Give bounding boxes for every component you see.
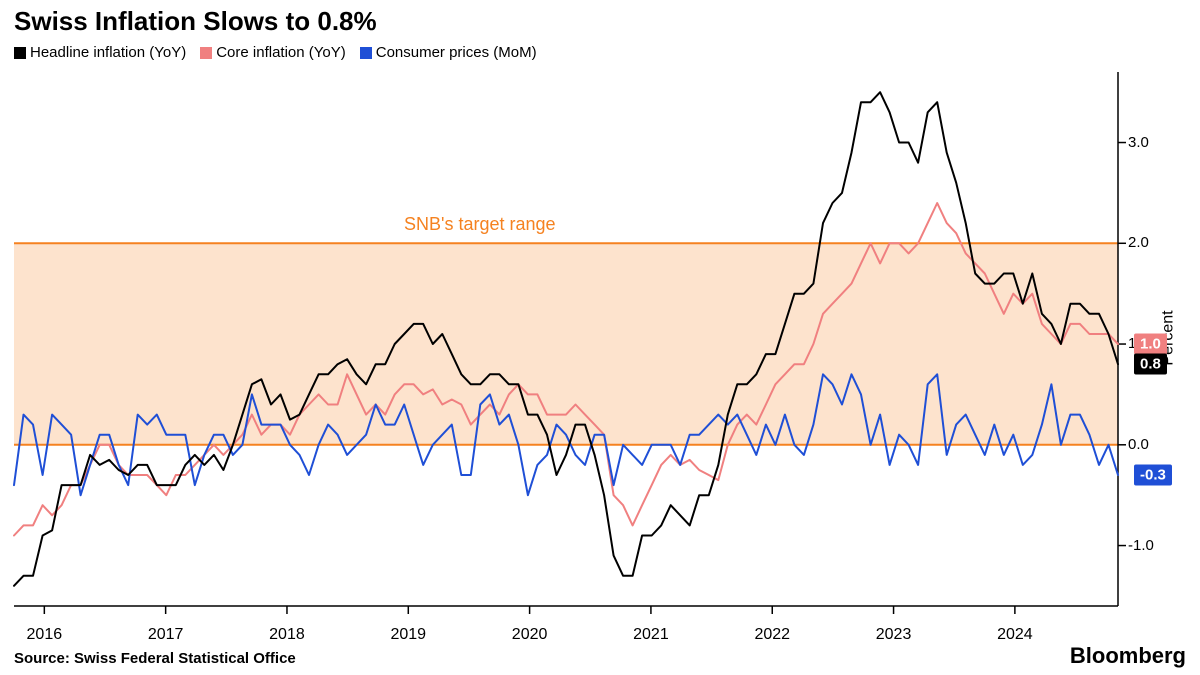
- source-line: Source: Swiss Federal Statistical Office: [14, 650, 296, 667]
- end-label-headline: 0.8: [1134, 354, 1167, 375]
- x-tick-label: 2018: [269, 626, 305, 644]
- x-tick-label: 2017: [148, 626, 184, 644]
- x-tick-label: 2022: [754, 626, 790, 644]
- x-tick-label: 2024: [997, 626, 1033, 644]
- y-tick-label: -1.0: [1128, 537, 1154, 554]
- brand-logo: Bloomberg: [1070, 643, 1186, 669]
- chart-container: { "title": "Swiss Inflation Slows to 0.8…: [0, 0, 1200, 675]
- x-tick-label: 2020: [512, 626, 548, 644]
- y-tick-label: 0.0: [1128, 436, 1149, 453]
- y-tick-label: 2.0: [1128, 234, 1149, 251]
- end-label-mom: -0.3: [1134, 465, 1172, 486]
- target-range-label: SNB's target range: [404, 214, 556, 235]
- chart-svg: [0, 0, 1200, 675]
- x-tick-label: 2023: [876, 626, 912, 644]
- x-tick-label: 2021: [633, 626, 669, 644]
- x-tick-label: 2016: [27, 626, 63, 644]
- end-label-core: 1.0: [1134, 334, 1167, 355]
- x-tick-label: 2019: [390, 626, 426, 644]
- y-tick-label: 3.0: [1128, 134, 1149, 151]
